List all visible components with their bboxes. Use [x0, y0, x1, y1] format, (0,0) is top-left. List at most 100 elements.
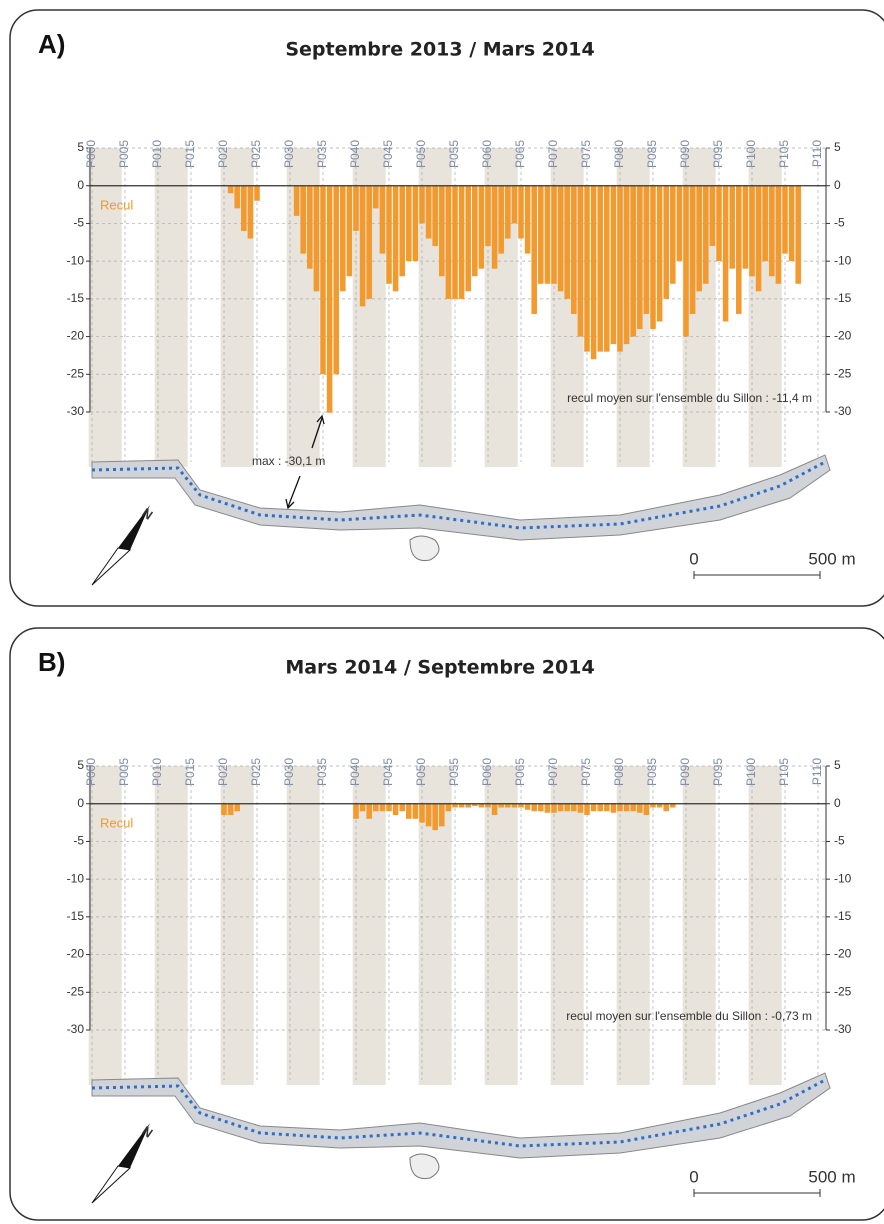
- bar: [432, 185, 438, 247]
- bar: [346, 185, 353, 277]
- bar: [663, 185, 669, 299]
- coast-outline: [91, 1072, 831, 1159]
- bar: [683, 185, 689, 337]
- bar: [491, 803, 498, 816]
- x-tick-label: P025: [249, 140, 263, 168]
- bar: [366, 185, 372, 299]
- bar: [538, 803, 544, 812]
- x-tick-label: P070: [546, 758, 560, 786]
- bar: [412, 185, 419, 262]
- x-tick-label: P100: [744, 140, 758, 168]
- bar: [373, 803, 379, 812]
- x-tick-label: P100: [744, 758, 758, 786]
- y-tick-label: -15: [67, 291, 85, 305]
- y-tick-label: -25: [67, 366, 85, 380]
- bar: [670, 803, 676, 808]
- scale-label: 500 m: [808, 549, 855, 568]
- bar: [518, 185, 524, 239]
- max-annotation: max : -30,1 m: [252, 454, 325, 468]
- bar: [366, 803, 372, 819]
- bar: [221, 803, 227, 816]
- x-tick-label: P065: [513, 758, 527, 786]
- bar: [663, 803, 669, 812]
- x-tick-label: P075: [579, 140, 593, 168]
- bar: [584, 185, 590, 352]
- x-tick-label: P065: [513, 140, 527, 168]
- y-tick-label-right: -5: [834, 216, 845, 230]
- x-tick-label: P055: [447, 140, 461, 168]
- bar: [353, 185, 359, 231]
- bar: [564, 185, 570, 299]
- bar: [399, 185, 405, 277]
- bar: [571, 803, 577, 812]
- y-tick-label: 5: [77, 140, 84, 154]
- bar: [359, 803, 366, 812]
- x-tick-label: P015: [183, 140, 197, 168]
- x-tick-label: P045: [381, 758, 395, 786]
- bar: [623, 803, 630, 812]
- bar: [531, 803, 537, 812]
- stripe: [220, 766, 254, 1085]
- bar: [650, 803, 656, 808]
- bar: [610, 803, 617, 813]
- bar: [472, 803, 478, 806]
- bar: [333, 185, 339, 375]
- bar: [505, 803, 511, 808]
- bar: [709, 185, 716, 247]
- bar: [604, 803, 610, 812]
- bar: [439, 803, 445, 827]
- y-tick-label: -5: [73, 834, 84, 848]
- coast-outline: [91, 454, 831, 541]
- x-tick-label: P055: [447, 758, 461, 786]
- x-tick-label: P050: [414, 758, 428, 786]
- x-tick-label: P000: [84, 758, 98, 786]
- bar: [511, 803, 518, 808]
- x-tick-label: P060: [480, 140, 494, 168]
- x-tick-label: P080: [612, 140, 626, 168]
- x-tick-label: P025: [249, 758, 263, 786]
- bar: [656, 803, 663, 808]
- bar: [386, 803, 392, 812]
- bar: [432, 803, 438, 831]
- bar: [419, 803, 425, 823]
- x-tick-label: P020: [216, 140, 230, 168]
- bar: [313, 185, 320, 292]
- stripe: [748, 766, 782, 1085]
- bar: [425, 803, 432, 827]
- x-tick-label: P005: [117, 758, 131, 786]
- islet: [409, 1153, 440, 1180]
- bar: [617, 185, 623, 352]
- bar: [643, 185, 650, 314]
- y-tick-label-right: -30: [834, 404, 852, 418]
- y-tick-label-right: 0: [834, 796, 841, 810]
- bar: [498, 803, 504, 808]
- bar: [531, 185, 537, 314]
- y-tick-label-right: 5: [834, 140, 841, 154]
- bar: [538, 185, 544, 284]
- bar: [254, 185, 260, 201]
- bar: [300, 185, 306, 254]
- bar: [498, 185, 504, 254]
- bar: [643, 803, 650, 816]
- bar: [227, 803, 234, 816]
- bar: [696, 185, 702, 292]
- y-tick-label: -15: [67, 909, 85, 923]
- bar: [293, 185, 300, 216]
- bar: [445, 803, 452, 812]
- north-arrow: [118, 1123, 150, 1168]
- bar: [485, 803, 491, 808]
- x-tick-label: P030: [282, 758, 296, 786]
- bar: [472, 185, 478, 277]
- bar: [551, 185, 557, 284]
- y-tick-label: -20: [67, 947, 85, 961]
- max-arrow: [311, 414, 325, 449]
- bar: [689, 185, 696, 314]
- bar: [465, 185, 471, 292]
- x-tick-label: P070: [546, 140, 560, 168]
- x-tick-label: P105: [777, 758, 791, 786]
- bar: [617, 803, 623, 812]
- bar: [505, 185, 511, 239]
- y-tick-label-right: -25: [834, 984, 852, 998]
- bar: [637, 803, 643, 813]
- stripe: [352, 766, 386, 1085]
